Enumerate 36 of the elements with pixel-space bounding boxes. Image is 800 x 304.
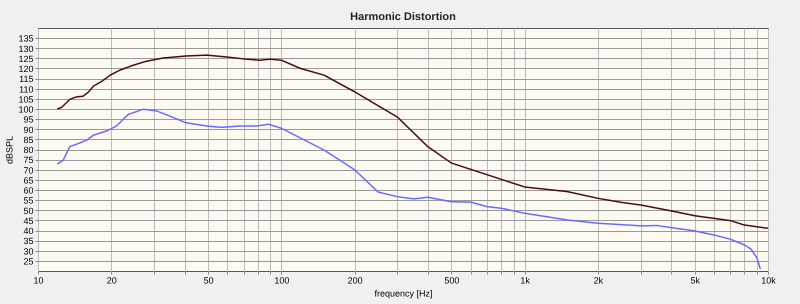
- x-tick-label: 500: [444, 276, 460, 286]
- x-tick-label: 10k: [761, 276, 776, 286]
- x-tick-label: 1k: [520, 276, 530, 286]
- y-tick-label: 105: [18, 94, 34, 104]
- x-tick-label: 50: [204, 276, 214, 286]
- chart-title: Harmonic Distortion: [350, 11, 456, 23]
- y-axis-title: dBSPL: [4, 136, 14, 164]
- y-tick-label: 50: [23, 206, 34, 216]
- y-tick-label: 55: [23, 196, 34, 206]
- x-tick-label: 2k: [594, 276, 604, 286]
- x-tick-label: 20: [106, 276, 117, 286]
- y-tick-label: 75: [23, 155, 34, 166]
- y-tick-label: 30: [23, 246, 34, 256]
- y-tick-label: 65: [23, 175, 34, 186]
- y-tick-label: 100: [18, 104, 34, 114]
- x-tick-label: 100: [274, 276, 290, 286]
- y-tick-label: 45: [23, 216, 34, 226]
- x-tick-label: 200: [348, 276, 363, 286]
- y-tick-label: 130: [18, 44, 34, 54]
- y-tick-label: 115: [19, 74, 34, 84]
- y-tick-label: 80: [23, 145, 34, 155]
- y-tick-label: 95: [23, 114, 34, 125]
- y-tick-label: 90: [23, 124, 34, 135]
- y-tick-label: 120: [18, 64, 34, 74]
- y-tick-label: 70: [23, 165, 34, 176]
- y-tick-label: 40: [23, 226, 34, 236]
- x-tick-label: 5k: [690, 276, 700, 286]
- y-tick-label: 60: [23, 186, 34, 196]
- y-tick-label: 110: [19, 84, 34, 94]
- x-axis-title: frequency [Hz]: [374, 288, 433, 298]
- x-tick-label: 10: [33, 276, 44, 286]
- y-tick-label: 25: [23, 256, 34, 266]
- y-tick-label: 85: [23, 134, 34, 145]
- y-tick-label: 125: [18, 54, 34, 64]
- y-tick-label: 135: [18, 34, 34, 44]
- y-tick-label: 35: [23, 236, 34, 246]
